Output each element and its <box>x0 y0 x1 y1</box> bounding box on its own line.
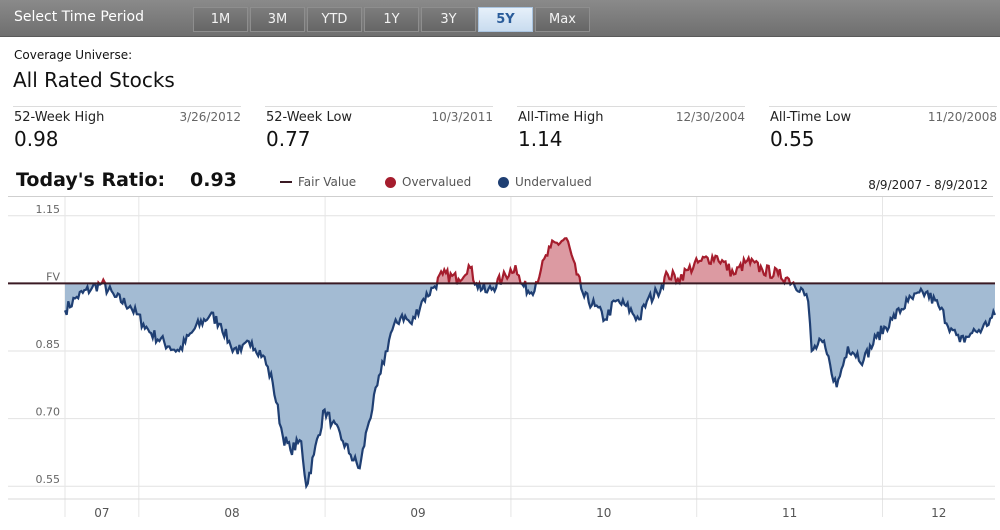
period-button-3m[interactable]: 3M <box>250 7 305 32</box>
stat-all-time-low: All-Time Low 11/20/2008 0.55 <box>769 106 997 152</box>
stat-date: 3/26/2012 <box>179 110 241 124</box>
legend-label: Overvalued <box>402 175 472 189</box>
stat-label: All-Time Low <box>770 110 852 125</box>
y-tick-label: 1.15 <box>36 203 61 216</box>
undervalued-area <box>65 283 995 487</box>
legend-label: Fair Value <box>298 175 357 189</box>
stat-date: 11/20/2008 <box>927 110 997 124</box>
overvalued-line <box>87 237 795 284</box>
date-range: 8/9/2007 - 8/9/2012 <box>868 178 988 192</box>
overvalued-swatch <box>385 176 396 188</box>
stat-label: 52-Week Low <box>266 110 353 125</box>
y-tick-label: FV <box>46 270 60 283</box>
legend-undervalued: Undervalued <box>498 175 592 189</box>
time-period-buttons: 1M 3M YTD 1Y 3Y 5Y Max <box>193 7 592 32</box>
x-tick-label: 07 <box>94 506 109 520</box>
stat-value: 0.98 <box>14 127 59 151</box>
legend-overvalued: Overvalued <box>385 175 471 189</box>
stat-value: 0.77 <box>266 127 311 151</box>
period-button-5y[interactable]: 5Y <box>478 7 533 32</box>
time-period-bar: Select Time Period 1M 3M YTD 1Y 3Y 5Y Max <box>0 0 1000 37</box>
legend-label: Undervalued <box>515 175 592 189</box>
x-tick-label: 09 <box>410 506 425 520</box>
y-tick-label: 0.70 <box>36 406 61 419</box>
stat-value: 1.14 <box>518 127 563 151</box>
x-tick-label: 10 <box>596 506 611 520</box>
stat-label: All-Time High <box>518 110 604 125</box>
axis-labels: 1.15 FV 0.85 0.70 0.55 07 08 09 10 11 12 <box>36 203 947 520</box>
ratio-chart: 1.15 FV 0.85 0.70 0.55 07 08 09 10 11 12 <box>8 197 997 520</box>
coverage-universe-value: All Rated Stocks <box>13 68 175 92</box>
y-tick-label: 0.55 <box>36 473 61 486</box>
fair-value-swatch <box>280 181 292 183</box>
overvalued-area <box>98 238 794 284</box>
stat-label: 52-Week High <box>14 110 105 125</box>
coverage-universe-label: Coverage Universe: <box>14 48 133 62</box>
series-lines <box>63 237 997 490</box>
period-button-ytd[interactable]: YTD <box>307 7 362 32</box>
x-tick-label: 11 <box>782 506 797 520</box>
stat-date: 12/30/2004 <box>675 110 745 124</box>
x-tick-label: 12 <box>931 506 946 520</box>
stat-52-week-high: 52-Week High 3/26/2012 0.98 <box>13 106 241 152</box>
period-button-3y[interactable]: 3Y <box>421 7 476 32</box>
period-button-1m[interactable]: 1M <box>193 7 248 32</box>
y-tick-label: 0.85 <box>36 338 61 351</box>
header-divider <box>8 196 993 197</box>
stat-all-time-high: All-Time High 12/30/2004 1.14 <box>517 106 745 152</box>
todays-ratio-value: 0.93 <box>190 169 237 191</box>
stat-date: 10/3/2011 <box>431 110 493 124</box>
legend-fair-value: Fair Value <box>280 175 356 189</box>
period-button-max[interactable]: Max <box>535 7 590 32</box>
todays-ratio-label: Today's Ratio: <box>16 169 166 191</box>
stat-52-week-low: 52-Week Low 10/3/2011 0.77 <box>265 106 493 152</box>
x-tick-label: 08 <box>224 506 239 520</box>
period-button-1y[interactable]: 1Y <box>364 7 419 32</box>
time-period-label: Select Time Period <box>14 9 145 25</box>
undervalued-swatch <box>498 176 509 188</box>
series-areas <box>65 238 995 487</box>
stat-value: 0.55 <box>770 127 815 151</box>
undervalued-line <box>63 283 997 490</box>
